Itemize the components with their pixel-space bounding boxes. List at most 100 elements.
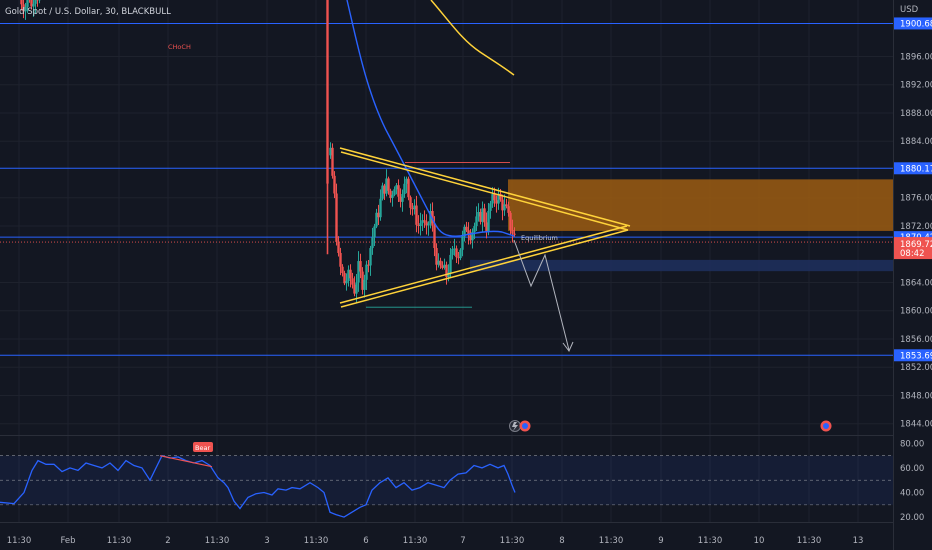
candle-82 (471, 231, 474, 241)
candle-27 (361, 271, 364, 290)
price-tick-0: 1896.00 (900, 52, 932, 62)
rsi-tick-3: 20.00 (900, 513, 924, 523)
candle-42 (391, 194, 394, 198)
price-tick-4: 1876.00 (900, 194, 932, 204)
flag-icon[interactable] (519, 420, 531, 432)
time-label-3: 2 (165, 536, 170, 546)
candle-30 (367, 264, 370, 266)
flag-icon-future[interactable] (820, 420, 832, 432)
candle-8 (34, 0, 37, 4)
time-axis[interactable]: 11:30 Feb 11:30 2 11:30 3 11:30 6 11:30 7 11:30 8 11… (0, 522, 893, 550)
candle-58 (423, 220, 426, 222)
price-tick-10: 1848.00 (900, 391, 932, 401)
spike-candle-1-body (326, 0, 329, 184)
candle-24 (355, 282, 358, 294)
candle-29 (365, 264, 368, 280)
candle-94 (495, 200, 498, 204)
candle-74 (455, 248, 458, 258)
bear-badge: Bear (193, 442, 213, 452)
candle-63 (433, 225, 436, 249)
candle-53 (413, 205, 416, 210)
candle-97 (501, 199, 504, 211)
price-axis[interactable]: 1896.00 1892.00 1888.00 1884.00 1876.00 1872.… (893, 0, 932, 550)
candle-38 (383, 185, 386, 194)
candle-91 (489, 203, 492, 211)
level-badge-0 (894, 17, 932, 30)
demand-zone (470, 259, 893, 272)
last-price-countdown: 08:42 (900, 249, 925, 259)
time-label-15: 10 (754, 536, 765, 546)
candle-54 (415, 205, 418, 225)
candle-4 (26, 0, 29, 7)
candle-52 (411, 207, 414, 210)
candle-22 (351, 278, 354, 285)
rsi-line (0, 454, 516, 518)
candle-19 (345, 281, 348, 284)
candle-47 (401, 194, 404, 202)
candle-34 (375, 212, 378, 227)
upper-trendline-a (339, 147, 631, 227)
time-label-14: 11:30 (698, 536, 723, 546)
time-label-4: 11:30 (205, 536, 230, 546)
time-label-5: 3 (264, 536, 269, 546)
candle-67 (441, 265, 444, 268)
events-icon[interactable] (509, 420, 521, 432)
candle-31 (369, 248, 372, 266)
candle-83 (473, 226, 476, 232)
candle-57 (421, 220, 424, 224)
candle-101 (509, 212, 512, 230)
candle-79 (465, 226, 468, 231)
candle-37 (381, 185, 384, 199)
candle-7 (32, 3, 35, 7)
time-label-17: 13 (853, 536, 864, 546)
price-tick-1: 1892.00 (900, 81, 932, 91)
bear-divergence-line (159, 455, 213, 468)
candle-70 (447, 272, 450, 278)
choch-label: CHoCH (168, 43, 191, 51)
candle-40 (387, 178, 390, 191)
candle-25 (357, 261, 360, 283)
time-label-9: 7 (460, 536, 465, 546)
price-tick-2: 1888.00 (900, 109, 932, 119)
price-tick-8: 1856.00 (900, 335, 932, 345)
time-label-8: 11:30 (403, 536, 428, 546)
candle-20 (347, 269, 350, 282)
candle-32 (371, 237, 374, 249)
candle-49 (405, 178, 408, 184)
rsi-tick-1: 60.00 (900, 464, 924, 474)
time-label-11: 8 (559, 536, 564, 546)
candle-13 (333, 175, 336, 194)
candle-92 (491, 194, 494, 204)
main-grid (0, 0, 893, 522)
equilibrium-label: Equilibrium (521, 234, 558, 242)
level-badge-label-1: 1880.17 (900, 164, 932, 174)
time-label-13: 9 (658, 536, 663, 546)
blue-ma-line (346, 0, 515, 237)
candle-51 (409, 197, 412, 208)
candle-80 (467, 230, 470, 236)
price-tick-6: 1864.00 (900, 278, 932, 288)
chart-title: Gold Spot / U.S. Dollar, 30, BLACKBULL (5, 7, 171, 17)
candle-59 (425, 221, 428, 226)
candle-15 (337, 241, 340, 253)
candle-81 (469, 235, 472, 241)
candle-21 (349, 269, 352, 279)
price-tick-11: 1844.00 (900, 420, 932, 430)
svg-text:Bear: Bear (195, 444, 210, 452)
price-axis-bg (893, 0, 932, 550)
candle-2 (22, 4, 25, 12)
candle-100 (507, 206, 510, 213)
candle-98 (503, 204, 506, 211)
candle-45 (397, 185, 400, 197)
horizontal-levels (0, 22, 893, 356)
candle-17 (341, 266, 344, 274)
candle-66 (439, 260, 442, 266)
candle-60 (427, 223, 430, 226)
candle-69 (445, 264, 448, 278)
candle-11 (329, 147, 332, 156)
candle-16 (339, 252, 342, 267)
candle-75 (457, 257, 460, 259)
currency-label: USD (900, 5, 919, 15)
